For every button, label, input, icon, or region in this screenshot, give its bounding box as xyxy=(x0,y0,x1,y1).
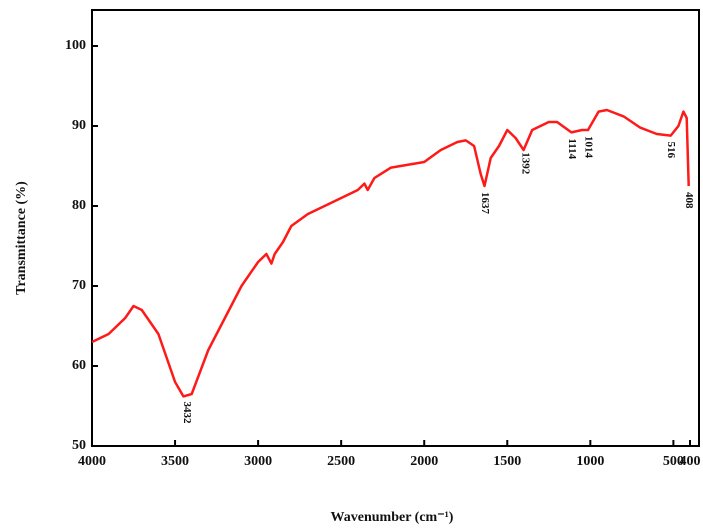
x-tick-label: 2000 xyxy=(410,454,438,469)
y-tick-label: 50 xyxy=(72,438,86,453)
y-tick-label: 70 xyxy=(72,278,86,293)
y-tick-label: 90 xyxy=(72,118,86,133)
x-tick-label: 3500 xyxy=(161,454,189,469)
plot-frame xyxy=(91,9,700,447)
y-tick-label: 80 xyxy=(72,198,86,213)
peak-label: 1114 xyxy=(566,138,578,159)
spectrum-line xyxy=(91,108,690,398)
x-tick-label: 1500 xyxy=(493,454,521,469)
y-tick-label: 100 xyxy=(65,38,86,53)
peak-label: 1637 xyxy=(479,192,491,215)
x-axis-label: Wavenumber (cm⁻¹) xyxy=(331,510,454,525)
peak-label: 408 xyxy=(683,192,695,209)
x-tick-label: 1000 xyxy=(576,454,604,469)
peak-label: 3432 xyxy=(181,402,193,425)
x-tick-label: 4000 xyxy=(78,454,106,469)
peak-label: 516 xyxy=(665,142,677,159)
x-tick-label: 500 xyxy=(663,454,684,469)
peak-label: 1392 xyxy=(520,152,532,175)
x-tick-label: 400 xyxy=(680,454,701,469)
peak-label: 1014 xyxy=(582,136,594,159)
y-axis-label: Transmittance (%) xyxy=(14,181,29,295)
y-tick-label: 60 xyxy=(72,358,86,373)
x-tick-label: 3000 xyxy=(244,454,272,469)
x-tick-label: 2500 xyxy=(327,454,355,469)
